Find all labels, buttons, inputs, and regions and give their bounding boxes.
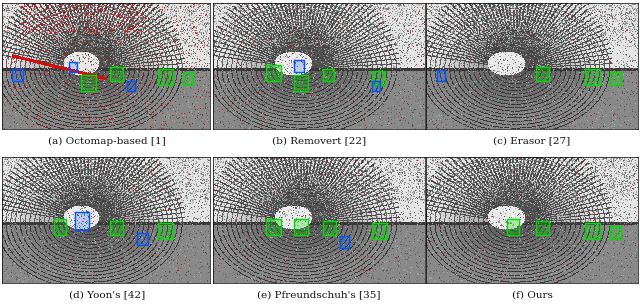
Text: (e) Pfreundschuh's [35]: (e) Pfreundschuh's [35]: [257, 290, 381, 300]
Bar: [611, 226, 621, 239]
Bar: [507, 219, 519, 235]
Text: (c) Erasor [27]: (c) Erasor [27]: [493, 137, 571, 146]
Bar: [436, 70, 445, 81]
Bar: [294, 75, 308, 91]
Bar: [585, 68, 600, 85]
Bar: [158, 68, 173, 85]
Bar: [372, 223, 387, 239]
Bar: [183, 72, 193, 85]
Bar: [536, 221, 549, 235]
Bar: [611, 72, 621, 85]
Bar: [158, 223, 173, 239]
Bar: [12, 68, 23, 81]
Bar: [340, 236, 349, 248]
Bar: [323, 68, 334, 81]
Text: (a) Octomap-based [1]: (a) Octomap-based [1]: [48, 136, 166, 146]
Bar: [294, 219, 308, 235]
Bar: [54, 219, 67, 235]
Bar: [75, 212, 90, 230]
Text: (d) Yoon's [42]: (d) Yoon's [42]: [69, 290, 145, 300]
Bar: [266, 219, 281, 235]
Bar: [585, 223, 600, 239]
Bar: [110, 221, 123, 235]
Bar: [323, 221, 336, 235]
Bar: [372, 81, 380, 91]
Text: (f) Ours: (f) Ours: [511, 290, 552, 300]
Bar: [110, 67, 123, 81]
Bar: [294, 60, 304, 72]
Bar: [266, 65, 281, 81]
Bar: [137, 233, 148, 245]
Bar: [372, 71, 385, 85]
Bar: [536, 67, 549, 81]
Bar: [127, 81, 135, 91]
Text: (b) Removert [22]: (b) Removert [22]: [272, 137, 366, 146]
Bar: [68, 62, 77, 72]
Bar: [81, 75, 95, 91]
